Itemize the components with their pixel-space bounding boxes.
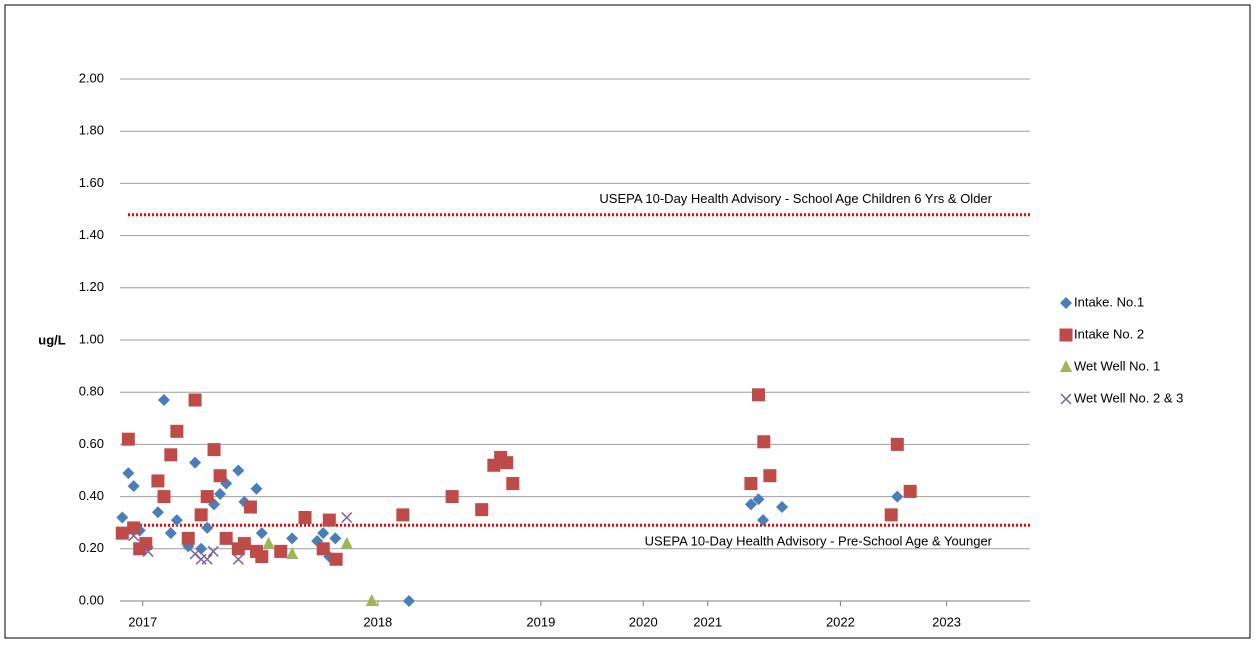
point (127, 480, 140, 493)
point (329, 532, 342, 545)
point (128, 530, 140, 542)
point (213, 469, 227, 483)
point (445, 490, 459, 504)
x-tick-label: 2018 (363, 614, 392, 629)
point (340, 536, 353, 549)
point (115, 526, 129, 540)
point (214, 487, 227, 500)
point (891, 490, 904, 503)
point (207, 443, 221, 457)
x-tick-label: 2022 (826, 614, 855, 629)
point (884, 508, 898, 522)
x-tick-label: 2017 (128, 614, 157, 629)
point (116, 511, 129, 524)
point (151, 474, 165, 488)
point (274, 544, 288, 558)
y-tick-label: 0.60 (79, 436, 104, 451)
y-tick-label: 1.80 (79, 123, 104, 138)
y-tick-label: 0.40 (79, 488, 104, 503)
point (402, 595, 415, 607)
y-tick-label: 0.20 (79, 540, 104, 555)
legend-marker (1060, 360, 1072, 372)
legend-marker (1060, 393, 1072, 405)
y-tick-label: 2.00 (79, 70, 104, 85)
point (262, 536, 275, 549)
reference-label: USEPA 10-Day Health Advisory - Pre-Schoo… (645, 534, 993, 549)
x-tick-label: 2021 (693, 614, 722, 629)
point (121, 432, 135, 446)
point (506, 477, 520, 491)
legend-label: Intake. No.1 (1074, 294, 1144, 309)
point (151, 506, 164, 519)
point (219, 531, 233, 545)
point (201, 553, 213, 565)
point (157, 490, 171, 504)
point (181, 531, 195, 545)
y-tick-label: 0.00 (79, 592, 104, 607)
point (201, 521, 214, 534)
point (776, 501, 789, 514)
point (255, 550, 269, 564)
point (194, 508, 208, 522)
point (752, 493, 765, 506)
y-tick-label: 0.80 (79, 384, 104, 399)
point (189, 456, 202, 469)
point (317, 527, 330, 540)
point (286, 547, 299, 560)
legend-label: Wet Well No. 1 (1074, 358, 1160, 373)
point (757, 435, 771, 449)
legend-marker (1060, 297, 1072, 309)
point (188, 393, 202, 407)
point (341, 511, 353, 524)
point (763, 469, 777, 483)
point (500, 456, 514, 470)
point (298, 510, 312, 524)
point (744, 477, 758, 491)
point (329, 552, 343, 566)
point (170, 514, 183, 527)
point (232, 464, 245, 477)
point (237, 537, 251, 551)
point (475, 503, 489, 517)
point (157, 394, 170, 407)
legend-marker (1059, 328, 1073, 342)
y-tick-label: 1.40 (79, 227, 104, 242)
point (903, 484, 917, 498)
point (232, 553, 244, 565)
point (286, 532, 299, 545)
x-tick-label: 2023 (932, 614, 961, 629)
point (757, 514, 770, 527)
legend-label: Intake No. 2 (1074, 326, 1144, 341)
point (164, 527, 177, 540)
x-tick-label: 2019 (526, 614, 555, 629)
point (139, 537, 153, 551)
point (365, 594, 378, 606)
y-tick-label: 1.60 (79, 175, 104, 190)
point (127, 521, 141, 535)
point (255, 527, 268, 540)
chart-frame (4, 4, 1251, 639)
point (316, 542, 330, 556)
point (396, 508, 410, 522)
point (744, 498, 757, 511)
point (243, 500, 257, 514)
point (322, 513, 336, 527)
point (164, 448, 178, 462)
point (752, 388, 766, 402)
point (142, 545, 154, 557)
y-axis-label: ug/L (38, 332, 65, 347)
y-tick-label: 1.20 (79, 279, 104, 294)
point (170, 424, 184, 438)
x-tick-label: 2020 (629, 614, 658, 629)
point (890, 437, 904, 451)
point (250, 482, 263, 495)
legend-label: Wet Well No. 2 & 3 (1074, 390, 1183, 405)
reference-label: USEPA 10-Day Health Advisory - School Ag… (599, 191, 992, 206)
y-tick-label: 1.00 (79, 331, 104, 346)
point (200, 490, 214, 504)
point (207, 545, 219, 557)
point (122, 467, 135, 480)
